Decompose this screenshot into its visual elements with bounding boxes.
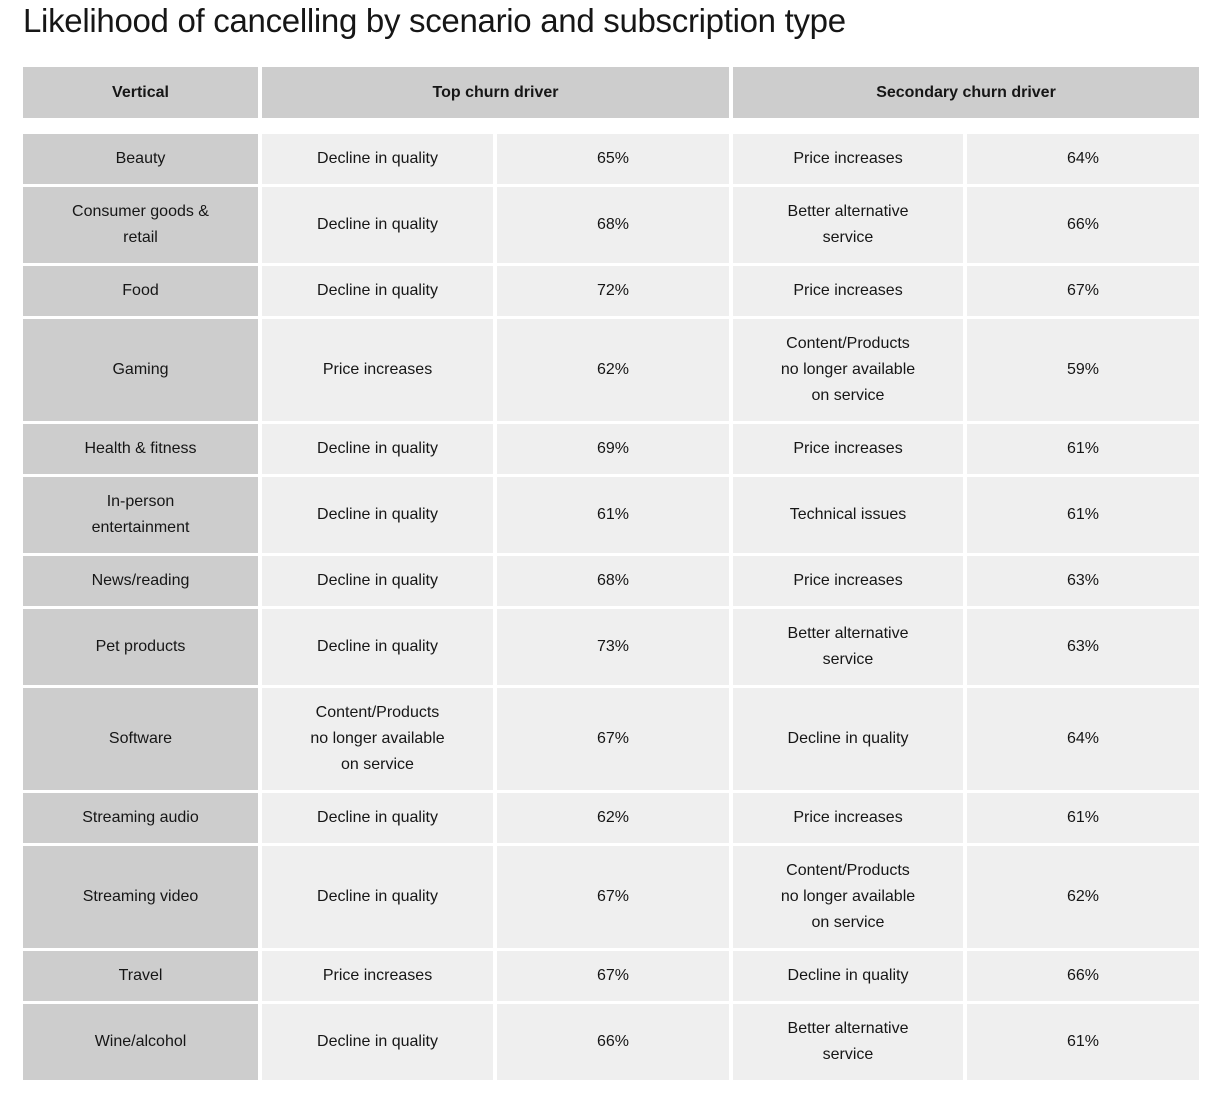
cell-top-driver: Price increases (262, 319, 493, 421)
cell-secondary-pct: 64% (967, 134, 1199, 184)
cell-secondary-driver: Price increases (733, 134, 963, 184)
cell-vertical: Streaming audio (23, 793, 258, 843)
cell-vertical: Consumer goods & retail (23, 187, 258, 263)
cell-top-driver: Decline in quality (262, 609, 493, 685)
cell-top-pct: 61% (497, 477, 729, 553)
cell-secondary-pct: 61% (967, 1004, 1199, 1080)
cell-top-pct: 67% (497, 846, 729, 948)
cell-secondary-pct: 61% (967, 424, 1199, 474)
cell-secondary-pct: 67% (967, 266, 1199, 316)
cell-top-pct: 68% (497, 187, 729, 263)
cell-secondary-pct: 66% (967, 187, 1199, 263)
cell-secondary-pct: 63% (967, 556, 1199, 606)
cell-top-pct: 72% (497, 266, 729, 316)
cell-vertical: In-person entertainment (23, 477, 258, 553)
table-body: Beauty Decline in quality 65% Price increas… (23, 134, 1199, 1080)
cell-top-pct: 62% (497, 319, 729, 421)
cell-top-driver: Decline in quality (262, 266, 493, 316)
page-title: Likelihood of cancelling by scenario and… (23, 2, 846, 39)
cell-secondary-pct: 63% (967, 609, 1199, 685)
cell-top-pct: 68% (497, 556, 729, 606)
cell-top-driver: Decline in quality (262, 793, 493, 843)
column-header-vertical: Vertical (23, 67, 258, 118)
cell-vertical: Wine/alcohol (23, 1004, 258, 1080)
cell-top-pct: 69% (497, 424, 729, 474)
cell-vertical: Pet products (23, 609, 258, 685)
cell-secondary-driver: Price increases (733, 556, 963, 606)
cell-top-driver: Decline in quality (262, 846, 493, 948)
cell-vertical: Software (23, 688, 258, 790)
cell-secondary-driver: Content/Products no longer available on … (733, 319, 963, 421)
cell-top-driver: Decline in quality (262, 134, 493, 184)
cell-secondary-pct: 64% (967, 688, 1199, 790)
cell-vertical: Health & fitness (23, 424, 258, 474)
cell-top-driver: Content/Products no longer available on … (262, 688, 493, 790)
cell-top-driver: Decline in quality (262, 1004, 493, 1080)
cell-secondary-driver: Better alternative service (733, 1004, 963, 1080)
cell-top-pct: 66% (497, 1004, 729, 1080)
cell-top-pct: 67% (497, 688, 729, 790)
cell-secondary-driver: Content/Products no longer available on … (733, 846, 963, 948)
cell-secondary-driver: Better alternative service (733, 187, 963, 263)
column-header-top-churn-driver: Top churn driver (262, 67, 729, 118)
cell-top-driver: Decline in quality (262, 424, 493, 474)
cell-top-pct: 67% (497, 951, 729, 1001)
cell-secondary-pct: 59% (967, 319, 1199, 421)
cell-secondary-driver: Better alternative service (733, 609, 963, 685)
column-header-secondary-churn-driver: Secondary churn driver (733, 67, 1199, 118)
cell-secondary-driver: Decline in quality (733, 951, 963, 1001)
cell-vertical: Travel (23, 951, 258, 1001)
cell-top-driver: Decline in quality (262, 477, 493, 553)
cell-top-pct: 73% (497, 609, 729, 685)
table-header-row: Vertical Top churn driver Secondary chur… (23, 67, 1199, 118)
cell-secondary-driver: Price increases (733, 424, 963, 474)
cell-secondary-driver: Price increases (733, 793, 963, 843)
cell-secondary-pct: 66% (967, 951, 1199, 1001)
cell-top-driver: Decline in quality (262, 556, 493, 606)
cell-secondary-driver: Price increases (733, 266, 963, 316)
cell-top-pct: 62% (497, 793, 729, 843)
cell-secondary-pct: 62% (967, 846, 1199, 948)
cell-vertical: Gaming (23, 319, 258, 421)
cell-top-pct: 65% (497, 134, 729, 184)
cell-secondary-pct: 61% (967, 793, 1199, 843)
cell-top-driver: Price increases (262, 951, 493, 1001)
cell-vertical: Beauty (23, 134, 258, 184)
cell-secondary-driver: Decline in quality (733, 688, 963, 790)
cell-secondary-driver: Technical issues (733, 477, 963, 553)
cell-vertical: Streaming video (23, 846, 258, 948)
cell-vertical: News/reading (23, 556, 258, 606)
cell-top-driver: Decline in quality (262, 187, 493, 263)
cell-vertical: Food (23, 266, 258, 316)
cell-secondary-pct: 61% (967, 477, 1199, 553)
